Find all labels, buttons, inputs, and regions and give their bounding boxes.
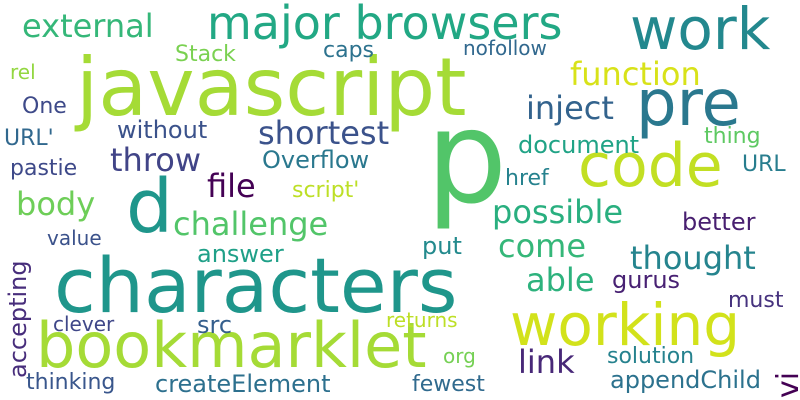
word-function: function — [570, 55, 701, 93]
word-pastie: pastie — [10, 156, 78, 181]
word-answer: answer — [197, 240, 284, 268]
word-must: must — [728, 288, 784, 313]
word-appendchild: appendChild — [610, 366, 761, 394]
word-src: src — [197, 311, 233, 339]
word-come: come — [498, 227, 587, 265]
word-thought: thought — [630, 239, 756, 277]
word-accepting: accepting — [4, 260, 32, 378]
word-one: One — [22, 94, 67, 119]
word-thing: thing — [704, 124, 761, 149]
word-challenge: challenge — [173, 205, 329, 243]
word-possible: possible — [492, 193, 624, 231]
word-bookmarklet: bookmarklet — [36, 309, 427, 382]
word-overflow: Overflow — [262, 146, 370, 174]
word-href: href — [505, 166, 549, 191]
word-url-quote: URL' — [4, 126, 54, 151]
word-working: working — [510, 291, 741, 359]
word-without: without — [117, 116, 208, 144]
word-link: link — [518, 343, 575, 381]
word-script-quote: script' — [292, 178, 360, 203]
word-p: p — [426, 84, 508, 233]
word-inject: inject — [526, 89, 614, 127]
word-createelement: createElement — [155, 370, 331, 398]
word-fewest: fewest — [412, 372, 485, 397]
word-caps: caps — [323, 38, 375, 63]
word-nofollow: nofollow — [463, 36, 547, 60]
word-thinking: thinking — [26, 370, 116, 395]
word-gurus: gurus — [612, 266, 681, 294]
word-put: put — [422, 232, 462, 260]
word-rel: rel — [10, 60, 36, 84]
word-pre: pre — [636, 67, 741, 141]
word-body: body — [16, 185, 96, 223]
word-org: org — [443, 344, 476, 368]
word-better: better — [682, 208, 756, 236]
word-vi: vi — [771, 371, 800, 398]
word-value: value — [47, 226, 102, 250]
word-url: URL — [742, 152, 786, 177]
word-clever: clever — [53, 312, 115, 336]
word-returns: returns — [386, 308, 458, 332]
word-document: document — [518, 131, 640, 159]
word-work: work — [630, 0, 771, 63]
word-shortest: shortest — [258, 114, 390, 152]
word-code: code — [578, 131, 723, 201]
word-d: d — [126, 164, 173, 250]
word-major-browsers: major browsers — [207, 0, 563, 50]
word-javascript: javascript — [76, 41, 467, 134]
word-stack: Stack — [175, 42, 236, 67]
word-solution: solution — [607, 344, 695, 369]
word-characters: characters — [54, 241, 458, 330]
word-external: external — [22, 7, 154, 45]
word-throw: throw — [110, 141, 202, 179]
word-able: able — [526, 261, 595, 299]
word-file: file — [207, 167, 256, 205]
